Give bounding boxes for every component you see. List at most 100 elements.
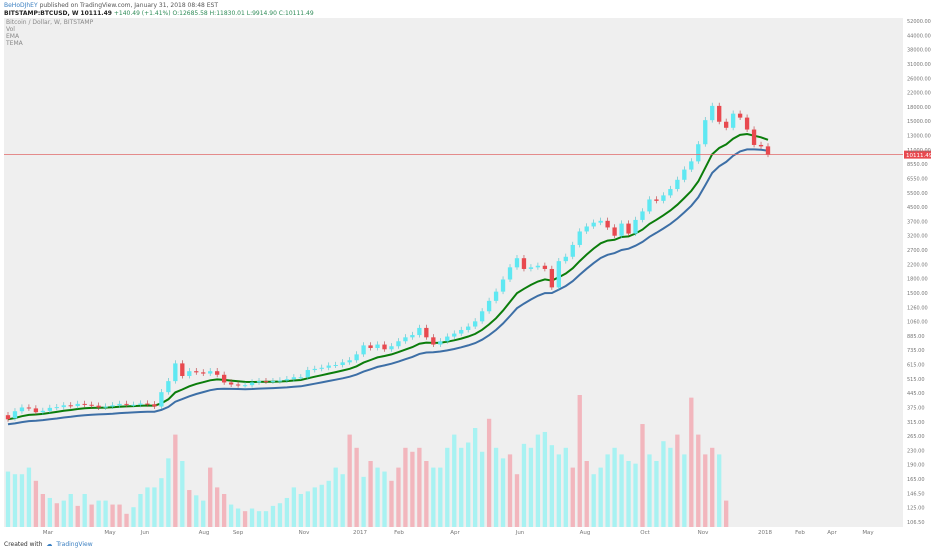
candle — [12, 411, 18, 419]
author-link[interactable]: BeHoDJhEY — [4, 2, 38, 9]
y-tick-label: 52000.00 — [907, 19, 931, 25]
candle — [438, 341, 443, 345]
candle — [717, 105, 722, 122]
y-tick-label: 1260.00 — [907, 305, 928, 311]
candle — [124, 403, 129, 405]
volume-bar — [514, 474, 520, 527]
volume-bar — [117, 504, 122, 527]
y-tick-label: 2200.00 — [907, 262, 928, 268]
volume-bar — [12, 474, 18, 527]
volume-bar — [528, 447, 534, 527]
volume-bar — [396, 467, 401, 527]
candle — [326, 365, 331, 368]
volume-bar — [493, 447, 499, 527]
volume-bar — [263, 511, 269, 527]
y-tick-label: 31000.00 — [907, 62, 931, 68]
volume-bar — [166, 458, 171, 527]
y-tick-label: 6550.00 — [907, 176, 928, 182]
volume-bar — [563, 447, 568, 527]
candle — [61, 405, 66, 408]
volume-bar — [577, 395, 582, 527]
candle — [689, 161, 694, 170]
candle — [528, 267, 534, 269]
x-tick-label: Nov — [698, 530, 709, 536]
candle — [270, 381, 276, 383]
y-tick-label: 11000.00 — [907, 148, 931, 154]
footer-brand[interactable]: TradingView — [56, 541, 93, 548]
volume-bar — [5, 471, 11, 527]
candle — [626, 223, 631, 234]
volume-bar — [431, 467, 436, 527]
candle — [654, 199, 659, 201]
volume-bar — [89, 504, 94, 527]
x-tick-label: Aug — [199, 530, 210, 536]
candle — [110, 405, 115, 407]
x-tick-label: Aug — [580, 530, 591, 536]
volume-bar — [486, 418, 492, 527]
volume-bar — [696, 434, 701, 527]
legend-vol: Vol — [6, 26, 15, 33]
candle — [152, 404, 157, 407]
volume-bar — [612, 447, 617, 527]
y-tick-label: 106.50 — [907, 520, 925, 526]
candle — [221, 374, 227, 383]
candle — [542, 265, 548, 269]
volume-bar — [591, 474, 596, 527]
volume-bar — [319, 484, 324, 527]
y-tick-label: 165.00 — [907, 477, 925, 483]
volume-bar — [382, 471, 387, 527]
candle — [54, 407, 59, 409]
candle — [96, 405, 101, 408]
volume-bar — [368, 461, 373, 527]
candle — [249, 382, 255, 386]
legend-title: Bitcoin / Dollar, W, BITSTAMP — [6, 19, 94, 26]
volume-bar — [333, 467, 338, 527]
candle — [347, 360, 352, 363]
candle — [563, 256, 568, 262]
volume-bar — [675, 434, 680, 527]
volume-bar — [68, 494, 73, 527]
candle — [605, 220, 610, 228]
y-tick-label: 265.00 — [907, 434, 925, 440]
candle — [710, 105, 715, 121]
candle — [228, 382, 234, 385]
last-price-tag — [904, 150, 931, 159]
volume-bar — [619, 454, 624, 527]
volume-bar — [605, 454, 610, 527]
volume-bar — [291, 487, 297, 527]
x-tick-label: Feb — [394, 530, 404, 536]
candle — [277, 380, 283, 382]
candle — [514, 258, 520, 268]
y-tick-label: 2700.00 — [907, 248, 928, 254]
candle — [500, 279, 506, 292]
price-axis — [903, 18, 932, 527]
candle — [598, 220, 603, 223]
volume-bar — [654, 461, 659, 527]
x-tick-label: 2017 — [353, 530, 367, 536]
candle — [675, 179, 680, 190]
volume-bar — [640, 424, 645, 527]
candle — [389, 346, 394, 350]
x-tick-label: May — [862, 530, 874, 536]
x-tick-label: Mar — [43, 530, 54, 536]
candle — [103, 406, 108, 408]
candle — [382, 344, 387, 350]
candle — [535, 265, 541, 268]
volume-bar — [47, 497, 52, 527]
candle — [396, 341, 401, 347]
volume-bar — [96, 500, 101, 527]
legend-ema: EMA — [6, 33, 20, 40]
candle — [661, 195, 666, 201]
volume-bar — [82, 494, 87, 527]
candle — [166, 381, 171, 393]
tema-line — [7, 148, 769, 426]
candle — [403, 337, 408, 342]
candle — [187, 371, 192, 377]
volume-bar — [152, 487, 157, 527]
x-tick-label: Jun — [515, 530, 525, 536]
volume-bar — [305, 491, 310, 527]
volume-bar — [584, 461, 589, 527]
volume-bar — [54, 503, 59, 527]
candle — [696, 144, 701, 162]
